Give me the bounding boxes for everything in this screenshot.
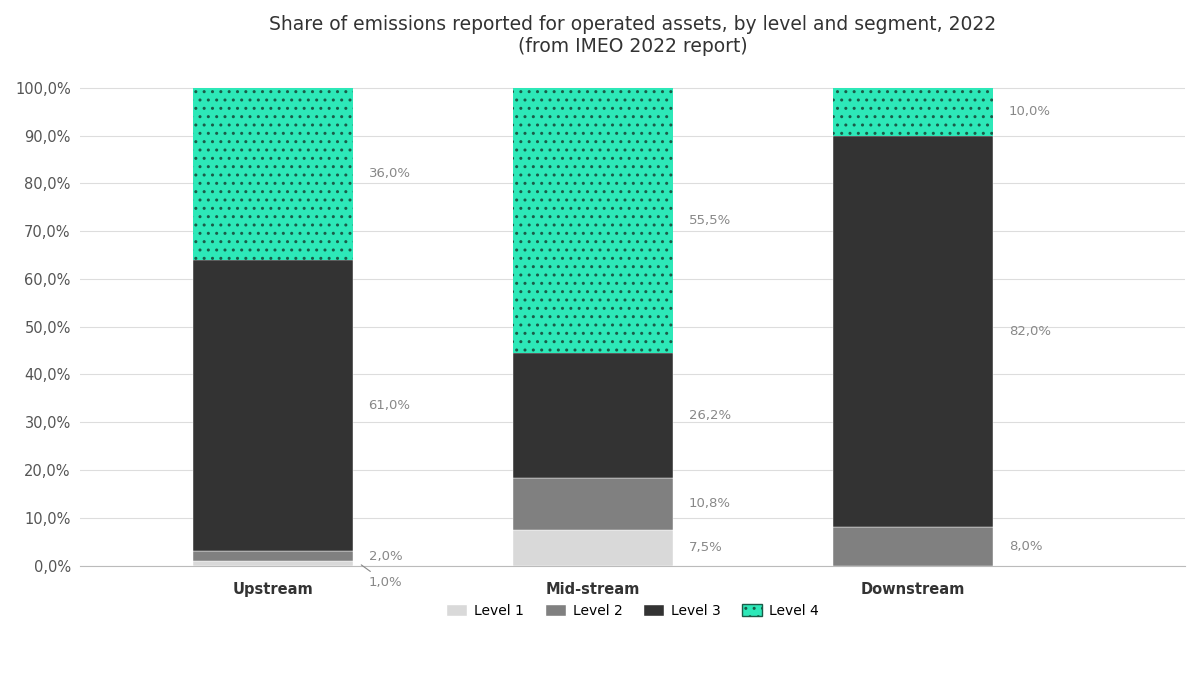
Text: 2,0%: 2,0% [368,549,402,562]
Bar [512,478,673,530]
Bar [512,530,673,566]
Bar [833,88,992,136]
Text: 61,0%: 61,0% [368,399,410,412]
Text: 36,0%: 36,0% [368,167,410,180]
Text: 26,2%: 26,2% [689,409,731,422]
Text: 10,8%: 10,8% [689,497,731,510]
Bar [833,527,992,566]
Text: 7,5%: 7,5% [689,541,722,554]
Text: 10,0%: 10,0% [1009,105,1051,118]
Bar [192,260,353,551]
Bar [512,88,673,353]
Bar [833,88,992,136]
Bar [833,136,992,527]
Bar [192,551,353,561]
Bar [512,88,673,353]
Text: 82,0%: 82,0% [1009,325,1051,338]
Text: 8,0%: 8,0% [1009,540,1043,553]
Title: Share of emissions reported for operated assets, by level and segment, 2022
(fro: Share of emissions reported for operated… [269,15,996,56]
Text: 55,5%: 55,5% [689,214,731,227]
Legend: Level 1, Level 2, Level 3, Level 4: Level 1, Level 2, Level 3, Level 4 [440,598,824,623]
Bar [192,88,353,260]
Text: 1,0%: 1,0% [361,565,402,589]
Bar [192,561,353,566]
Bar [512,353,673,478]
Bar [192,88,353,260]
